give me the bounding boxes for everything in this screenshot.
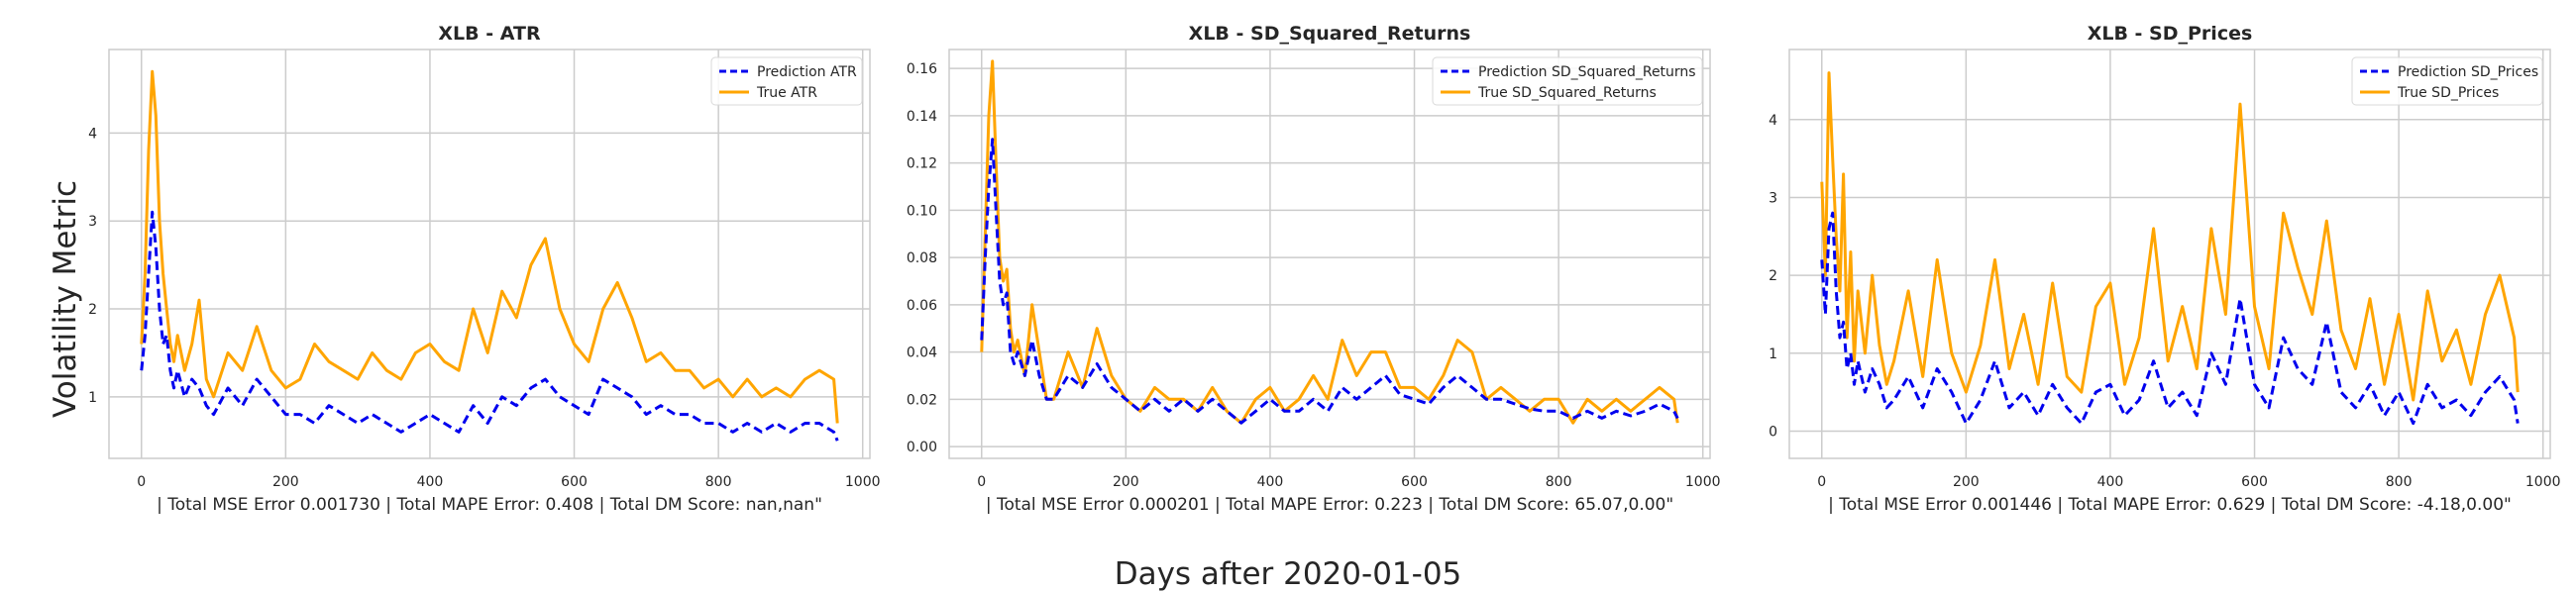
y-tick-label: 1 bbox=[1769, 346, 1777, 362]
x-tick-label: 1000 bbox=[2525, 474, 2561, 490]
chart-xlabel: | Total MSE Error 0.001446 | Total MAPE … bbox=[1828, 495, 2512, 515]
series-line-prediction bbox=[1820, 211, 2520, 426]
y-tick-label: 2 bbox=[88, 302, 97, 318]
x-tick-label: 800 bbox=[705, 474, 732, 490]
figure-supxlabel: Days after 2020-01-05 bbox=[1115, 556, 1462, 592]
x-tick-label: 1000 bbox=[1685, 474, 1721, 490]
x-tick-label: 0 bbox=[1817, 474, 1826, 490]
y-tick-label: 1 bbox=[88, 390, 97, 406]
x-tick-label: 0 bbox=[977, 474, 986, 490]
grid-lines bbox=[109, 50, 870, 458]
y-tick-label: 3 bbox=[88, 214, 97, 230]
y-tick-label: 0.10 bbox=[907, 203, 937, 219]
chart-panel-atr: 0 200 400 600 800 1000 1 2 3 4 XLB - ATR | Total … bbox=[88, 23, 880, 515]
legend-label-true: True SD_Prices bbox=[2397, 85, 2499, 101]
chart-title: XLB - SD_Squared_Returns bbox=[1189, 23, 1471, 45]
y-tick-label: 0.08 bbox=[907, 250, 937, 266]
series-line-true bbox=[140, 69, 839, 424]
legend-label-prediction: Prediction SD_Squared_Returns bbox=[1478, 64, 1696, 80]
x-tick-label: 200 bbox=[1113, 474, 1139, 490]
plot-area bbox=[1788, 49, 2551, 459]
grid-lines bbox=[1789, 50, 2550, 458]
chart-panel-sd-prices: 0 200 400 600 800 1000 0 1 2 3 4 XLB - SD_Prices |… bbox=[1769, 23, 2560, 515]
series-line-true bbox=[1820, 71, 2520, 402]
x-tick-label: 400 bbox=[1257, 474, 1284, 490]
series-line-true bbox=[980, 59, 1679, 425]
x-tick-label: 400 bbox=[2097, 474, 2124, 490]
tick-labels: 0 200 400 600 800 1000 0 1 2 3 4 bbox=[1769, 113, 2560, 490]
chart-xlabel: | Total MSE Error 0.001730 | Total MAPE … bbox=[157, 495, 822, 515]
chart-xlabel: | Total MSE Error 0.000201 | Total MAPE … bbox=[986, 495, 1673, 515]
x-tick-label: 600 bbox=[2241, 474, 2268, 490]
x-tick-label: 800 bbox=[1546, 474, 1572, 490]
tick-labels: 0 200 400 600 800 1000 0.00 0.02 0.04 0.06 0.08 0.1… bbox=[907, 61, 1721, 490]
legend-label-true: True ATR bbox=[756, 85, 817, 101]
legend-box bbox=[2351, 56, 2543, 106]
x-tick-label: 600 bbox=[561, 474, 588, 490]
x-tick-label: 1000 bbox=[845, 474, 881, 490]
x-tick-label: 800 bbox=[2386, 474, 2413, 490]
y-tick-label: 0 bbox=[1769, 424, 1777, 440]
y-tick-label: 4 bbox=[88, 126, 97, 142]
y-tick-label: 0.02 bbox=[907, 392, 937, 408]
legend: Prediction ATR True ATR bbox=[710, 56, 863, 106]
legend-label-prediction: Prediction SD_Prices bbox=[2398, 64, 2538, 80]
y-tick-label: 0.06 bbox=[907, 298, 937, 314]
y-tick-label: 4 bbox=[1769, 113, 1777, 129]
legend: Prediction SD_Prices True SD_Prices bbox=[2351, 56, 2543, 106]
legend: Prediction SD_Squared_Returns True SD_Sq… bbox=[1432, 56, 1703, 106]
series-line-prediction bbox=[980, 138, 1679, 425]
tick-labels: 0 200 400 600 800 1000 1 2 3 4 bbox=[88, 126, 880, 490]
series-lines bbox=[140, 69, 839, 442]
x-tick-label: 400 bbox=[417, 474, 444, 490]
series-line-prediction bbox=[140, 210, 839, 442]
y-tick-label: 2 bbox=[1769, 268, 1777, 284]
figure-supylabel: Volatility Metric bbox=[48, 180, 83, 418]
legend-label-true: True SD_Squared_Returns bbox=[1477, 85, 1657, 101]
chart-title: XLB - SD_Prices bbox=[2088, 23, 2253, 45]
y-tick-label: 0.12 bbox=[907, 156, 937, 172]
series-lines bbox=[980, 59, 1679, 425]
x-tick-label: 600 bbox=[1401, 474, 1428, 490]
chart-title: XLB - ATR bbox=[438, 23, 541, 45]
chart-panel-sd-squared-returns: 0 200 400 600 800 1000 0.00 0.02 0.04 0.06 0.08 0.1… bbox=[907, 23, 1721, 515]
x-tick-label: 200 bbox=[1953, 474, 1980, 490]
y-tick-label: 0.16 bbox=[907, 61, 937, 77]
legend-label-prediction: Prediction ATR bbox=[757, 64, 857, 80]
legend-box bbox=[1432, 56, 1703, 106]
y-tick-label: 0.04 bbox=[907, 346, 937, 361]
y-tick-label: 0.00 bbox=[907, 440, 937, 455]
y-tick-label: 0.14 bbox=[907, 109, 937, 125]
x-tick-label: 0 bbox=[137, 474, 146, 490]
series-lines bbox=[1820, 71, 2520, 426]
y-tick-label: 3 bbox=[1769, 190, 1777, 206]
x-tick-label: 200 bbox=[272, 474, 299, 490]
plot-area bbox=[108, 49, 871, 459]
